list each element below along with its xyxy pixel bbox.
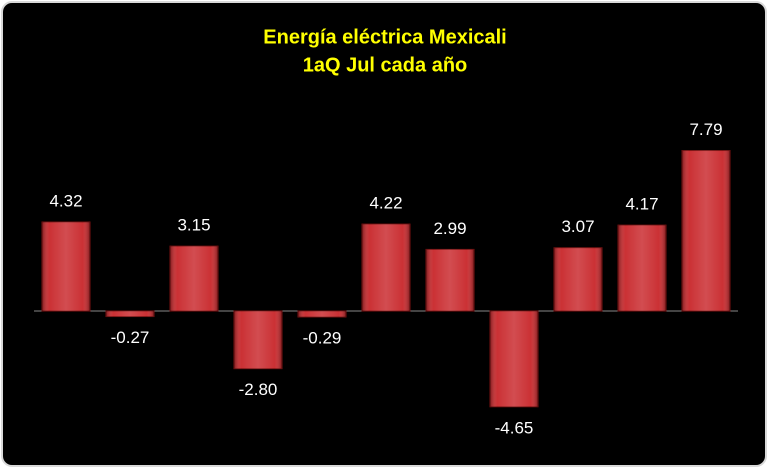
bar <box>553 247 603 312</box>
value-label: 7.79 <box>689 120 722 139</box>
bar <box>297 310 347 318</box>
chart-title: Energía eléctrica Mexicali <box>263 26 506 48</box>
value-label: 4.17 <box>625 195 658 214</box>
bar <box>169 245 219 312</box>
bar <box>489 310 539 408</box>
bar <box>105 310 155 318</box>
value-label: 3.15 <box>177 216 210 235</box>
value-label: -4.65 <box>495 418 534 437</box>
value-label: -2.80 <box>239 380 278 399</box>
bar <box>361 223 411 312</box>
value-label: 4.32 <box>49 191 82 210</box>
value-label: 4.22 <box>369 194 402 213</box>
bar <box>617 224 667 312</box>
bar <box>41 221 91 312</box>
bar <box>233 310 283 370</box>
bar <box>425 248 475 312</box>
value-label: -0.27 <box>111 328 150 347</box>
bar <box>681 150 731 312</box>
value-label: 2.99 <box>433 219 466 238</box>
chart-subtitle: 1aQ Jul cada año <box>303 54 468 76</box>
value-label: 3.07 <box>561 217 594 236</box>
value-label: -0.29 <box>303 328 342 347</box>
